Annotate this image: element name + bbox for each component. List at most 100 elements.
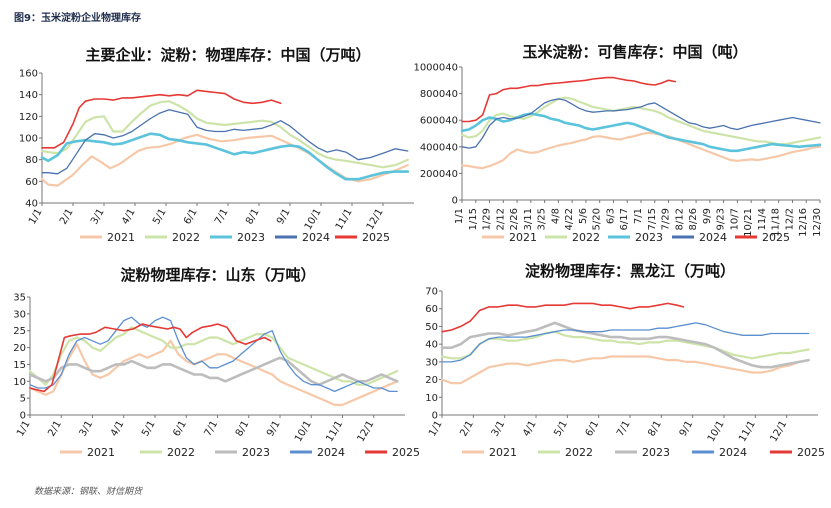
legend-label-2024: 2024 — [699, 231, 727, 244]
x-tick-label: 9/1 — [678, 419, 696, 438]
y-tick-label: 10 — [13, 377, 26, 388]
y-tick-label: 20 — [425, 375, 438, 386]
series-line-2023 — [28, 356, 399, 387]
figure-title: 图9：玉米淀粉企业物理库存 — [14, 13, 141, 24]
x-tick-label: 6/1 — [584, 419, 602, 438]
legend-label-2022: 2022 — [565, 446, 593, 459]
x-tick-label: 3/1 — [89, 207, 107, 226]
x-tick-label: 9/23 — [716, 208, 727, 230]
x-tick-label: 2/26 — [509, 208, 520, 230]
chart-panel-4: 淀粉物理库存：黑龙江（万吨） 0 10 20 30 40 50 60 70 1/1 2/1 3/1 4/… — [425, 262, 825, 459]
y-tick-label: 400040 — [420, 142, 458, 153]
y-tick-label: 60 — [425, 304, 438, 315]
series-line-2025 — [441, 302, 685, 333]
x-tick-label: 9/1 — [265, 419, 283, 438]
y-tick-label: 100 — [19, 134, 38, 145]
series-line-2022 — [460, 96, 822, 146]
x-tick-label: 5/1 — [151, 207, 169, 226]
x-tick-label: 11/1 — [324, 419, 345, 444]
series-line-2025 — [41, 89, 282, 149]
x-tick-label: 3/11 — [523, 208, 534, 230]
x-tick-label: 8/26 — [688, 208, 699, 230]
y-tick-label: 5 — [20, 394, 26, 405]
legend-label-2022: 2022 — [572, 231, 600, 244]
legend-label-2022: 2022 — [167, 446, 195, 459]
series-line-2021 — [440, 355, 810, 385]
legend-label-2023: 2023 — [642, 446, 670, 459]
x-tick-label: 7/1 — [213, 207, 231, 226]
x-tick-label: 12/1 — [356, 419, 377, 444]
chart-panel-1: 主要企业：淀粉：物理库存：中国（万吨） 40 60 80 100 120 140 160 1/1… — [19, 46, 414, 244]
legend-label-2024: 2024 — [719, 446, 747, 459]
legend-label-2025: 2025 — [362, 231, 390, 244]
y-tick-label: 200040 — [420, 169, 458, 180]
x-tick-label: 5/1 — [552, 419, 570, 438]
x-tick-label: 10/1 — [293, 419, 314, 444]
series-line-2024 — [441, 322, 810, 363]
x-tick-label: 6/3 — [605, 208, 616, 224]
legend-label-2021: 2021 — [107, 231, 135, 244]
legend-label-2021: 2021 — [509, 231, 537, 244]
series-line-2023 — [40, 132, 410, 181]
x-tick-label: 1/1 — [427, 419, 445, 438]
legend-label-2025: 2025 — [797, 446, 825, 459]
series-line-2022 — [40, 100, 409, 169]
x-tick-label: 12/16 — [798, 208, 809, 237]
y-tick-label: 1000040 — [413, 63, 458, 74]
x-tick-label: 2/1 — [458, 419, 476, 438]
x-tick-label: 7/1 — [615, 419, 633, 438]
legend-label-2022: 2022 — [172, 231, 200, 244]
x-tick-label: 8/1 — [646, 419, 664, 438]
x-tick-label: 1/1 — [27, 207, 45, 226]
series-line-2023 — [440, 321, 810, 369]
y-tick-label: 0 — [20, 411, 26, 422]
legend-label-2021: 2021 — [87, 446, 115, 459]
y-tick-label: 50 — [425, 322, 438, 333]
legend-label-2024: 2024 — [302, 231, 330, 244]
x-tick-label: 6/1 — [171, 419, 189, 438]
x-tick-label: 8/1 — [244, 207, 262, 226]
series-line-2022 — [440, 330, 810, 360]
series-line-2025 — [461, 76, 677, 123]
y-tick-label: 160 — [19, 69, 38, 80]
legend-label-2025: 2025 — [762, 231, 790, 244]
x-tick-label: 8/1 — [234, 419, 252, 438]
x-tick-label: 9/9 — [702, 208, 713, 224]
x-tick-label: 1/29 — [482, 208, 493, 230]
y-tick-label: 120 — [19, 112, 38, 123]
x-tick-label: 10/1 — [706, 419, 727, 444]
x-tick-label: 3/25 — [537, 208, 548, 230]
x-tick-label: 11/18 — [771, 208, 782, 237]
x-tick-label: 6/1 — [182, 207, 200, 226]
y-tick-label: 70 — [425, 287, 438, 298]
x-tick-label: 9/1 — [275, 207, 293, 226]
y-tick-label: 60 — [25, 177, 38, 188]
x-tick-label: 2/1 — [46, 419, 64, 438]
legend-label-2024: 2024 — [317, 446, 345, 459]
x-tick-label: 2/1 — [58, 207, 76, 226]
legend-label-2023: 2023 — [635, 231, 663, 244]
chart-title: 淀粉物理库存：黑龙江（万吨） — [525, 262, 735, 280]
x-tick-label: 8/12 — [674, 208, 685, 230]
x-tick-label: 10/7 — [729, 208, 740, 230]
y-tick-label: 40 — [425, 340, 438, 351]
x-tick-label: 7/15 — [647, 208, 658, 230]
x-tick-label: 5/20 — [592, 208, 603, 230]
source-note: 数据来源：钢联、财信期货 — [34, 487, 143, 497]
y-tick-label: 30 — [425, 357, 438, 368]
x-tick-label: 3/1 — [78, 419, 96, 438]
x-tick-label: 1/1 — [15, 419, 33, 438]
x-tick-label: 12/30 — [812, 208, 823, 237]
x-tick-label: 4/1 — [120, 207, 138, 226]
x-tick-label: 4/1 — [109, 419, 127, 438]
x-tick-label: 5/1 — [140, 419, 158, 438]
legend-label-2025: 2025 — [392, 446, 420, 459]
series-line-2021 — [28, 339, 399, 406]
legend-label-2023: 2023 — [242, 446, 270, 459]
chart-panel-2: 玉米淀粉：可售库存：中国（吨） 0 200040 400040 600040 800040… — [413, 43, 823, 244]
series-line-2023 — [460, 112, 822, 153]
x-tick-label: 12/2 — [784, 208, 795, 230]
y-tick-label: 600040 — [420, 116, 458, 127]
